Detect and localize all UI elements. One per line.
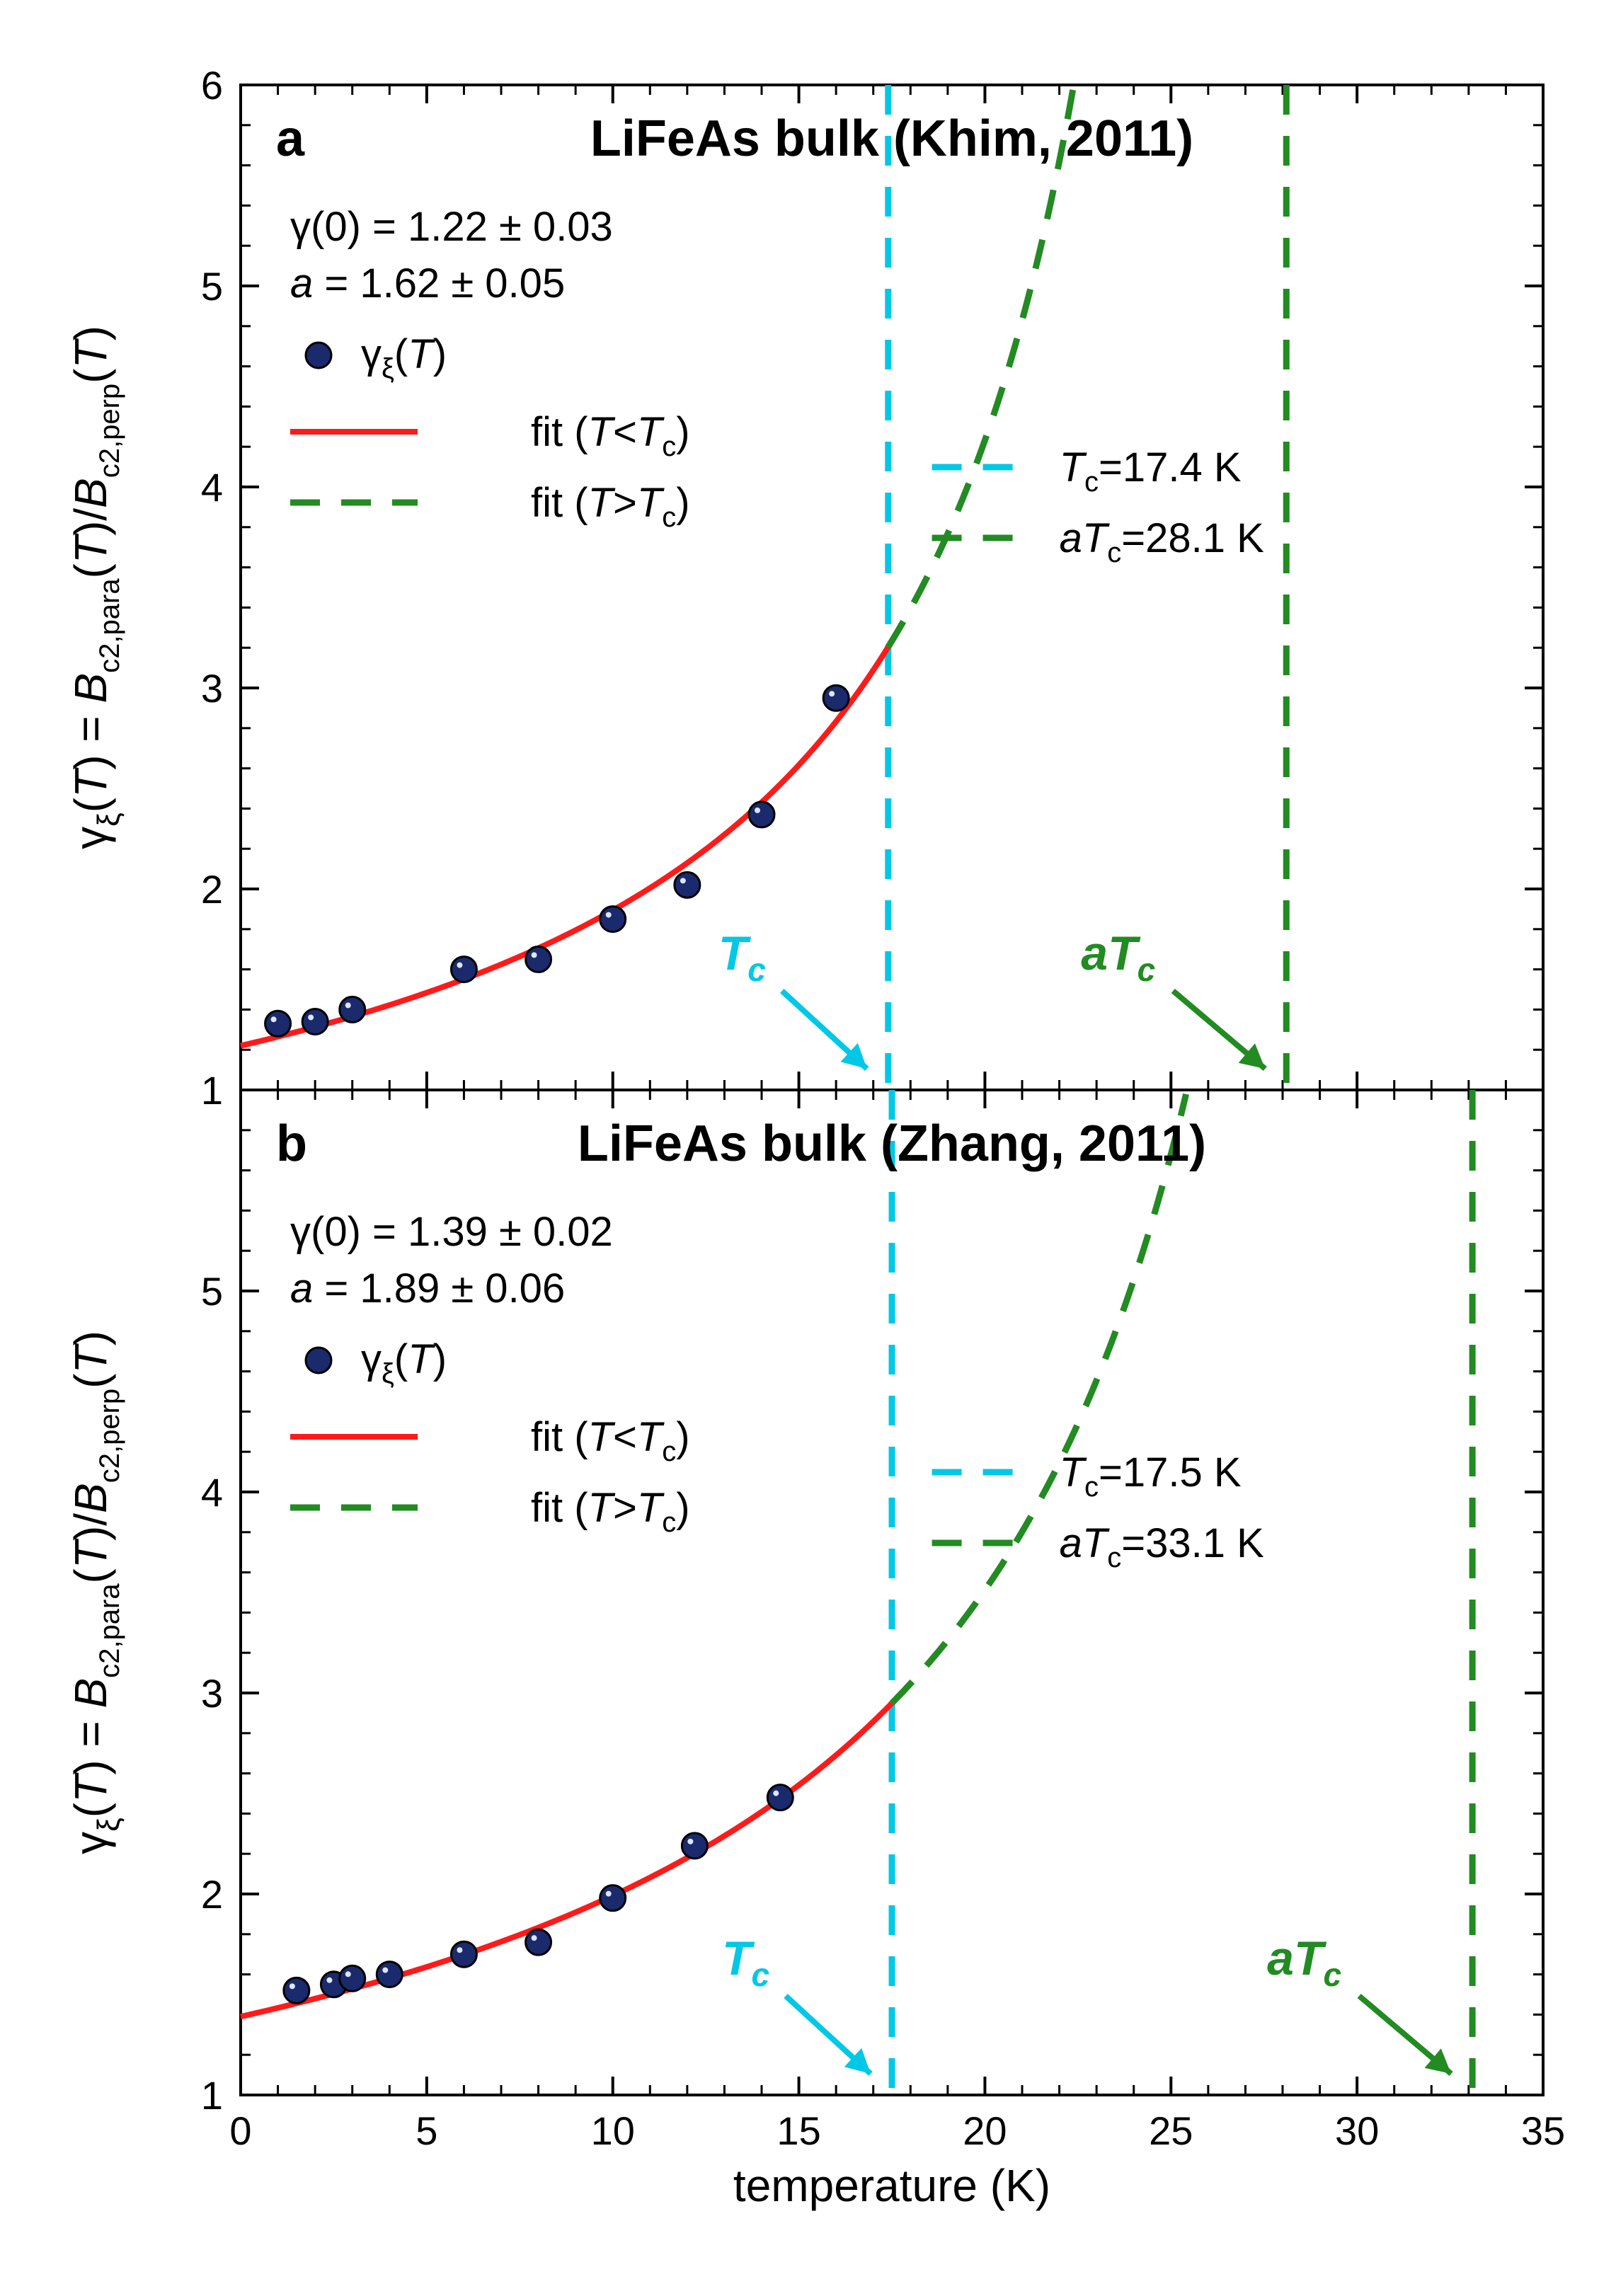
ytick-label: 3 [201, 1671, 223, 1716]
point-highlight [773, 1791, 779, 1796]
tc-inline-label: Tc [718, 926, 766, 988]
point-highlight [829, 691, 835, 696]
point-highlight [345, 1971, 351, 1977]
xtick-label: 15 [777, 2108, 820, 2153]
point-highlight [382, 1968, 388, 1973]
point-highlight [680, 878, 686, 883]
xtick-label: 25 [1149, 2108, 1193, 2153]
fit-green-curve [892, 1094, 1186, 1704]
data-point [767, 1785, 793, 1810]
data-point [600, 1885, 626, 1911]
point-highlight [755, 808, 760, 813]
x-axis-title: temperature (K) [733, 2160, 1050, 2211]
fit-green-curve [888, 88, 1073, 647]
a-text: a = 1.89 ± 0.06 [290, 1265, 565, 1311]
ytick-label: 4 [201, 1470, 223, 1515]
legend-marker-label: γξ(T) [361, 331, 447, 384]
tc-inline-label: Tc [722, 1931, 769, 1993]
ytick-label: 6 [201, 63, 223, 108]
point-highlight [308, 1014, 314, 1020]
fit-red-curve [241, 1703, 892, 2016]
ytick-label: 1 [201, 2073, 223, 2118]
legend-red-label: fit (T<Tc) [531, 409, 690, 462]
tc-value-label: Tc=17.4 K [1060, 444, 1242, 498]
xtick-label: 5 [416, 2108, 437, 2153]
point-highlight [345, 1002, 351, 1008]
legend-marker-icon [306, 343, 331, 368]
atc-value-label: aTc=28.1 K [1060, 515, 1265, 568]
legend-red-label: fit (T<Tc) [531, 1414, 690, 1467]
xtick-label: 35 [1521, 2108, 1565, 2153]
data-point [675, 872, 700, 897]
tc-value-label: Tc=17.5 K [1060, 1450, 1242, 1503]
point-highlight [687, 1839, 693, 1844]
data-point [451, 1941, 476, 1967]
point-highlight [457, 963, 462, 968]
xtick-label: 0 [229, 2108, 251, 2153]
data-point [265, 1011, 291, 1036]
atc-value-label: aTc=33.1 K [1060, 1520, 1265, 1573]
fit-red-curve [241, 647, 888, 1045]
point-highlight [606, 912, 612, 918]
point-highlight [457, 1947, 462, 1953]
ytick-label: 3 [201, 666, 223, 711]
panel-b: 0 5 10 15 20 25 30 35 1 2 3 4 5 b LiFeAs bulk (Zhang, … [65, 1090, 1565, 2153]
panel-title: LiFeAs bulk (Khim, 2011) [590, 110, 1193, 167]
point-highlight [290, 1983, 295, 1989]
data-point [340, 1965, 365, 1991]
legend-green-label: fit (T>Tc) [531, 1485, 690, 1538]
point-highlight [271, 1016, 277, 1022]
y-axis-title: γξ(T) = Bc2,para(T)/Bc2,perp(T) [65, 326, 126, 849]
data-point [302, 1009, 328, 1034]
panel-letter: a [276, 110, 305, 167]
data-point [600, 907, 626, 932]
data-point [823, 685, 849, 711]
atc-inline-label: aTc [1081, 926, 1155, 988]
xtick-label: 20 [963, 2108, 1007, 2153]
data-point [749, 802, 774, 827]
data-point [526, 1929, 551, 1955]
point-highlight [532, 1935, 537, 1941]
figure-container: 1 2 3 4 5 6 a LiFeAs bulk (Khim, 2011) γ(0) = 1.… [0, 0, 1616, 2296]
ytick-label: 2 [201, 867, 223, 912]
data-point [682, 1833, 707, 1859]
chart-svg: 1 2 3 4 5 6 a LiFeAs bulk (Khim, 2011) γ(0) = 1.… [0, 0, 1616, 2296]
data-point [340, 997, 365, 1022]
ytick-label: 4 [201, 465, 223, 510]
gamma0-text: γ(0) = 1.22 ± 0.03 [290, 204, 613, 250]
panel-title: LiFeAs bulk (Zhang, 2011) [578, 1115, 1206, 1172]
legend-marker-icon [306, 1348, 331, 1373]
a-text: a = 1.62 ± 0.05 [290, 260, 565, 306]
ytick-label: 5 [201, 1269, 223, 1314]
xtick-label: 30 [1335, 2108, 1379, 2153]
data-point [526, 946, 551, 972]
point-highlight [326, 1978, 332, 1983]
ytick-label: 2 [201, 1872, 223, 1917]
ytick-label: 5 [201, 264, 223, 309]
xtick-label: 10 [591, 2108, 635, 2153]
point-highlight [532, 952, 537, 958]
data-point [451, 957, 476, 982]
legend-marker-label: γξ(T) [361, 1336, 447, 1389]
point-highlight [606, 1891, 612, 1897]
gamma0-text: γ(0) = 1.39 ± 0.02 [290, 1209, 613, 1255]
ytick-label: 1 [201, 1068, 223, 1113]
legend-green-label: fit (T>Tc) [531, 480, 690, 533]
panel-letter: b [276, 1115, 307, 1172]
atc-inline-label: aTc [1267, 1931, 1341, 1993]
data-point [284, 1978, 309, 2003]
panel-a: 1 2 3 4 5 6 a LiFeAs bulk (Khim, 2011) γ(0) = 1.… [65, 63, 1543, 1113]
data-point [377, 1962, 402, 1987]
y-axis-title: γξ(T) = Bc2,para(T)/Bc2,perp(T) [65, 1331, 126, 1854]
